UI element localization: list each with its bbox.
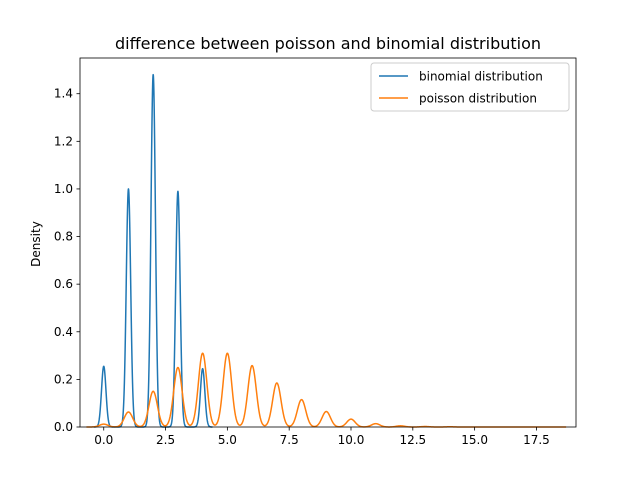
legend-label-poisson: poisson distribution [419, 92, 537, 106]
y-tick-label: 1.2 [54, 134, 73, 148]
x-tick-label: 7.5 [280, 433, 299, 447]
legend-label-binomial: binomial distribution [419, 70, 543, 84]
x-tick-label: 2.5 [156, 433, 175, 447]
y-tick-label: 0.2 [54, 372, 73, 386]
y-tick-label: 0.6 [54, 277, 73, 291]
x-tick-label: 12.5 [399, 433, 426, 447]
axes: 0.0 2.5 5.0 7.5 10.0 12.5 15.0 17.5 0.0 0.2 0.4 0.6… [54, 57, 577, 447]
x-tick-label: 17.5 [523, 433, 550, 447]
x-tick-label: 5.0 [218, 433, 237, 447]
x-tick-label: 10.0 [338, 433, 365, 447]
y-tick-label: 1.0 [54, 182, 73, 196]
y-tick-label: 0.4 [54, 325, 73, 339]
x-tick-label: 0.0 [94, 433, 113, 447]
y-tick-label: 0.0 [54, 420, 73, 434]
chart-title: difference between poisson and binomial … [115, 34, 541, 53]
y-tick-label: 1.4 [54, 87, 73, 101]
x-tick-label: 15.0 [461, 433, 488, 447]
legend: binomial distribution poisson distributio… [370, 62, 570, 112]
y-tick-label: 0.8 [54, 230, 73, 244]
axes-frame [79, 57, 577, 428]
legend-box [370, 62, 570, 112]
y-axis-label: Density [29, 221, 43, 267]
